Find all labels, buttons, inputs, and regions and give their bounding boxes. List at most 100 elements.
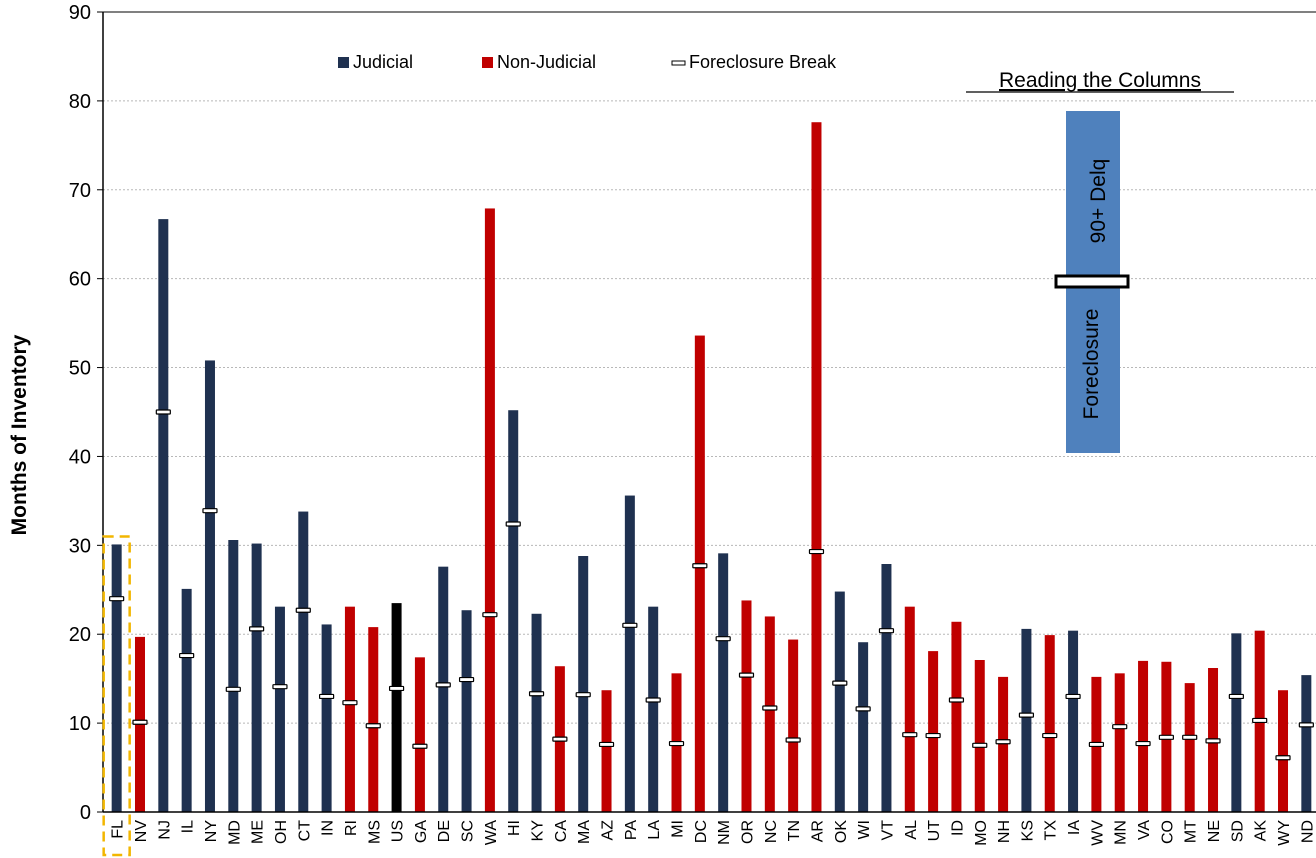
foreclosure-break-ks — [1018, 712, 1035, 718]
foreclosure-break-me — [249, 626, 265, 632]
bar-ny — [204, 360, 215, 812]
x-tick-label-me: ME — [250, 820, 267, 844]
legend-label-0: Judicial — [353, 52, 413, 72]
bar-ga — [414, 657, 425, 812]
y-tick-label: 60 — [69, 269, 91, 291]
bar-ct — [298, 511, 309, 812]
x-tick-label-wi: WI — [856, 820, 873, 840]
foreclosure-break-sc — [458, 676, 475, 683]
legend-label-2: Foreclosure Break — [689, 52, 837, 72]
bar-sc — [461, 610, 472, 812]
y-tick-label: 70 — [69, 180, 91, 202]
bar-id — [951, 621, 962, 812]
x-tick-label-wv: WV — [1089, 820, 1106, 846]
x-tick-label-md: MD — [226, 820, 243, 845]
foreclosure-break-fl — [109, 596, 125, 602]
foreclosure-break-mi — [668, 740, 685, 747]
foreclosure-break-or — [738, 672, 755, 678]
bar-hi — [508, 410, 519, 812]
bar-tn — [788, 639, 799, 812]
foreclosure-break-ct — [295, 607, 311, 613]
y-tick-label: 40 — [69, 446, 91, 468]
y-tick-label: 10 — [69, 713, 91, 735]
foreclosure-break-sd — [1228, 693, 1244, 700]
x-tick-label-ne: NE — [1206, 820, 1223, 842]
x-tick-label-fl: FL — [110, 820, 127, 839]
foreclosure-break-ma — [575, 692, 591, 698]
bar-va — [1138, 660, 1149, 812]
bar-az — [601, 690, 612, 812]
x-tick-label-nh: NH — [996, 820, 1013, 843]
foreclosure-break-nj — [155, 409, 171, 415]
inset-top-label: 90+ Delq — [1087, 159, 1110, 244]
x-tick-label-de: DE — [436, 820, 453, 842]
legend-marker-1 — [482, 57, 493, 68]
foreclosure-break-nv — [132, 719, 148, 725]
foreclosure-break-nh — [995, 739, 1011, 745]
foreclosure-break-nm — [715, 636, 731, 642]
x-tick-label-ak: AK — [1253, 820, 1270, 842]
bar-de — [438, 566, 449, 812]
bar-ri — [344, 606, 355, 812]
x-tick-label-il: IL — [180, 820, 197, 833]
legend: Judicial Non-Judicial Foreclosure Break — [338, 52, 837, 72]
x-tick-label-ca: CA — [553, 820, 570, 843]
x-tick-label-hi: HI — [506, 820, 523, 836]
foreclosure-break-wi — [855, 706, 871, 712]
bar-ma — [578, 556, 589, 812]
x-tick-label-va: VA — [1136, 820, 1153, 840]
foreclosure-break-az — [598, 741, 615, 748]
x-tick-label-nd: ND — [1299, 820, 1316, 843]
x-tick-label-mi: MI — [670, 820, 687, 838]
foreclosure-break-md — [225, 686, 241, 692]
bars-group — [111, 122, 1312, 813]
foreclosure-break-ar — [808, 548, 825, 555]
x-tick-label-ri: RI — [343, 820, 360, 836]
foreclosure-break-va — [1135, 740, 1151, 747]
x-tick-label-ut: UT — [926, 820, 943, 842]
foreclosure-break-ok — [832, 680, 848, 686]
x-tick-label-dc: DC — [693, 820, 710, 843]
bar-nc — [764, 616, 775, 812]
bar-ok — [834, 591, 845, 812]
foreclosure-break-pa — [622, 622, 638, 628]
inset-title: Reading the Columns — [999, 69, 1201, 92]
bar-md — [228, 540, 239, 812]
x-tick-label-id: ID — [949, 820, 966, 836]
inset-break-marker — [1054, 274, 1130, 289]
foreclosure-break-nd — [1298, 722, 1314, 728]
foreclosure-break-ga — [412, 743, 428, 749]
bar-or — [741, 600, 752, 812]
foreclosure-break-in — [319, 693, 335, 700]
foreclosure-break-oh — [272, 684, 288, 690]
bar-la — [648, 606, 659, 812]
bar-nm — [718, 553, 729, 812]
bar-pa — [624, 495, 635, 812]
y-tick-label: 80 — [69, 91, 91, 113]
x-tick-label-mn: MN — [1113, 820, 1130, 845]
x-tick-label-nj: NJ — [156, 820, 173, 840]
x-tick-label-ky: KY — [530, 820, 547, 842]
bar-ks — [1021, 628, 1032, 812]
bar-nd — [1301, 675, 1312, 812]
bar-mn — [1114, 673, 1125, 812]
x-tick-label-nc: NC — [763, 820, 780, 843]
y-tick-labels: 0 10 20 30 40 50 60 70 80 90 — [69, 2, 91, 824]
foreclosure-break-dc — [692, 563, 708, 569]
x-tick-label-ct: CT — [296, 820, 313, 842]
x-tick-label-ar: AR — [809, 820, 826, 842]
foreclosure-break-de — [435, 682, 451, 688]
bar-me — [251, 543, 262, 812]
bar-mt — [1184, 683, 1195, 812]
x-tick-label-mo: MO — [973, 820, 990, 846]
legend-marker-2 — [671, 60, 686, 66]
x-tick-label-tx: TX — [1043, 820, 1060, 841]
y-tick-label: 0 — [80, 802, 91, 824]
foreclosure-break-ca — [552, 736, 568, 742]
foreclosure-break-wv — [1088, 741, 1104, 748]
x-tick-label-ia: IA — [1066, 820, 1083, 835]
bar-wy — [1278, 690, 1289, 812]
foreclosure-break-id — [948, 697, 965, 703]
foreclosure-break-ne — [1205, 738, 1221, 744]
